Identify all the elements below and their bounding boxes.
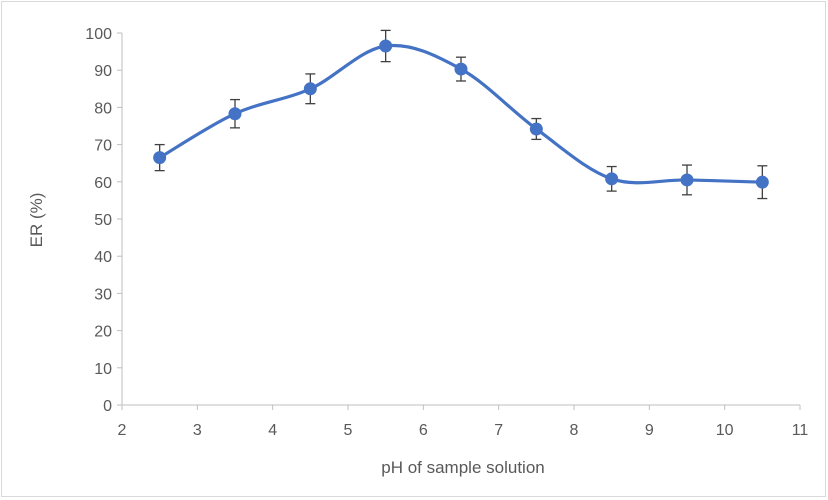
error-bars	[154, 29, 768, 200]
y-tick-label: 100	[85, 26, 112, 43]
x-tick-label: 11	[792, 422, 809, 439]
tick-labels: 0 10 20 30 40 50 60 70 80 90 100 2 3 4 5 6 7 8 9 10 11	[85, 26, 808, 439]
data-point	[454, 62, 468, 76]
x-tick-label: 3	[193, 422, 202, 439]
y-tick-label: 30	[94, 286, 112, 303]
data-point	[303, 82, 317, 96]
data-point	[605, 172, 619, 186]
x-tick-label: 2	[118, 422, 127, 439]
data-point	[529, 122, 543, 136]
y-tick-label: 60	[94, 175, 112, 192]
y-tick-label: 70	[94, 138, 112, 155]
y-tick-label: 10	[94, 361, 112, 378]
y-tick-label: 0	[103, 398, 112, 415]
x-tick-label: 4	[268, 422, 277, 439]
data-point	[379, 39, 393, 53]
x-tick-label: 9	[645, 422, 654, 439]
x-tick-label: 5	[344, 422, 353, 439]
x-tick-label: 7	[494, 422, 503, 439]
x-tick-label: 10	[716, 422, 734, 439]
y-tick-label: 80	[94, 100, 112, 117]
x-tick-label: 8	[570, 422, 579, 439]
y-tick-label: 90	[94, 63, 112, 80]
axes	[117, 32, 801, 410]
data-point	[228, 107, 242, 121]
y-tick-label: 40	[94, 249, 112, 266]
y-tick-label: 20	[94, 324, 112, 341]
x-tick-label: 6	[419, 422, 428, 439]
data-point	[755, 175, 769, 189]
x-axis-title: pH of sample solution	[381, 458, 544, 477]
data-point	[680, 173, 694, 187]
data-points	[153, 39, 769, 189]
y-axis-title: ER (%)	[27, 193, 46, 248]
y-tick-label: 50	[94, 212, 112, 229]
data-point	[153, 151, 167, 165]
